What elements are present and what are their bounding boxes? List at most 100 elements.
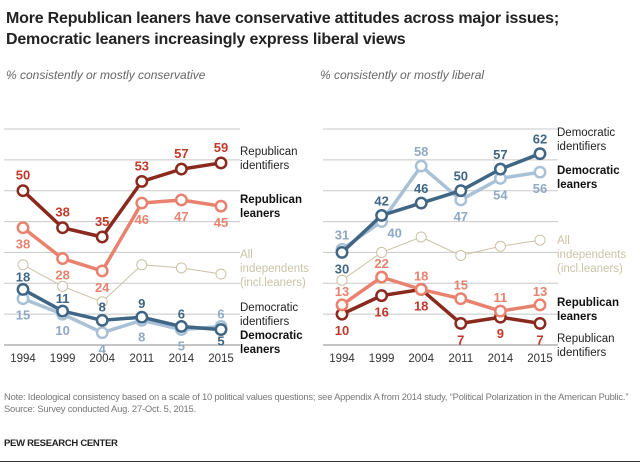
data-label: 18	[414, 298, 428, 313]
data-label: 8	[99, 299, 106, 314]
series-line	[22, 287, 222, 332]
data-point	[56, 252, 70, 266]
data-label: 24	[95, 280, 110, 295]
series-label: identifiers	[240, 160, 289, 172]
data-label: 9	[138, 296, 145, 311]
data-point	[375, 270, 389, 284]
footnote: Note: Ideological consistency based on a…	[4, 391, 636, 414]
data-point	[414, 283, 428, 296]
data-label: 62	[533, 132, 547, 147]
data-point	[454, 184, 468, 198]
data-point	[454, 316, 468, 330]
data-label: 46	[135, 212, 149, 227]
x-tick-label: 2014	[488, 353, 514, 365]
x-tick-label: 2015	[527, 353, 553, 365]
x-tick-label: 2004	[408, 353, 434, 365]
data-label: 53	[135, 158, 149, 173]
data-label: 8	[138, 329, 145, 344]
data-label: 4	[99, 342, 107, 357]
data-point	[375, 208, 389, 222]
data-point	[533, 298, 547, 312]
data-point	[175, 262, 187, 274]
data-label: 11	[494, 290, 508, 305]
series-label: Democratic	[557, 165, 620, 177]
data-label: 9	[497, 326, 504, 341]
data-point	[336, 274, 348, 286]
series-label: leaners	[557, 179, 597, 191]
data-point	[135, 310, 149, 324]
series-label: Republican	[557, 333, 615, 345]
data-point	[533, 316, 547, 330]
series-label: Republican	[240, 146, 298, 158]
data-point	[135, 175, 149, 188]
data-label: 22	[374, 256, 388, 271]
data-label: 35	[95, 214, 109, 229]
data-point	[533, 165, 547, 179]
series-label: leaners	[240, 344, 280, 356]
data-label: 7	[457, 332, 464, 347]
data-point	[135, 196, 149, 210]
data-label: 57	[174, 146, 188, 161]
data-point	[455, 250, 467, 262]
series-label: (incl.leaners)	[240, 277, 306, 289]
brand-logo-text: PEW RESEARCH CENTER	[4, 438, 118, 449]
series-label: All	[557, 235, 570, 247]
series-label: independents	[240, 263, 309, 275]
series-label: leaners	[240, 208, 280, 220]
data-label: 40	[387, 226, 401, 241]
data-label: 18	[414, 268, 428, 283]
data-label: 58	[414, 144, 428, 159]
data-label: 30	[335, 261, 349, 276]
series-label: Republican	[557, 297, 619, 309]
data-point	[454, 292, 468, 306]
x-tick-label: 2011	[448, 353, 473, 365]
data-label: 46	[414, 181, 428, 196]
charts-svg: 1994 1999 2004 2011 2014 2015 50 38 35 53 57 5 9 Repu…	[4, 127, 626, 365]
left-chart-subtitle: % consistently or mostly conservative	[6, 68, 206, 82]
data-label: 50	[16, 168, 30, 183]
data-point	[493, 162, 507, 176]
data-point	[174, 193, 188, 207]
x-tick-label: 2004	[89, 353, 115, 365]
data-label: 47	[454, 209, 468, 224]
data-label: 7	[536, 332, 543, 347]
data-label: 5	[217, 334, 224, 349]
series-line	[341, 236, 541, 281]
data-point	[56, 304, 70, 318]
series-line	[22, 297, 222, 335]
x-tick-label: 1994	[329, 353, 355, 365]
data-point	[375, 289, 389, 303]
data-label: 16	[374, 305, 388, 320]
data-point	[415, 231, 427, 243]
source-text: Source: Survey conducted Aug. 27-Oct. 5,…	[4, 402, 196, 414]
data-label: 18	[16, 269, 30, 284]
data-label: 38	[55, 205, 69, 220]
series-line	[340, 152, 541, 254]
data-point	[136, 259, 148, 271]
data-point	[493, 304, 507, 318]
data-point	[174, 162, 188, 176]
series-label: Republican	[240, 194, 302, 206]
data-point	[174, 320, 188, 333]
data-point	[414, 159, 428, 173]
data-point	[95, 326, 109, 340]
data-label: 15	[16, 308, 30, 323]
data-point	[494, 240, 506, 252]
data-point	[96, 296, 108, 308]
data-label: 42	[374, 193, 388, 208]
series-line	[341, 287, 541, 326]
series-label: Democratic	[557, 127, 615, 139]
series-label: Democratic	[240, 330, 303, 342]
data-label: 6	[178, 306, 185, 321]
note-text: Note: Ideological consistency based on a…	[4, 391, 629, 402]
series-label: identifiers	[557, 347, 606, 359]
data-point	[57, 280, 69, 292]
data-point	[95, 313, 109, 327]
data-label: 6	[217, 306, 224, 321]
data-point	[215, 268, 227, 280]
x-tick-label: 1999	[50, 353, 76, 365]
data-point	[16, 283, 30, 296]
data-point	[335, 245, 349, 259]
x-tick-label: 2015	[208, 353, 234, 365]
x-tick-label: 1994	[10, 353, 36, 365]
